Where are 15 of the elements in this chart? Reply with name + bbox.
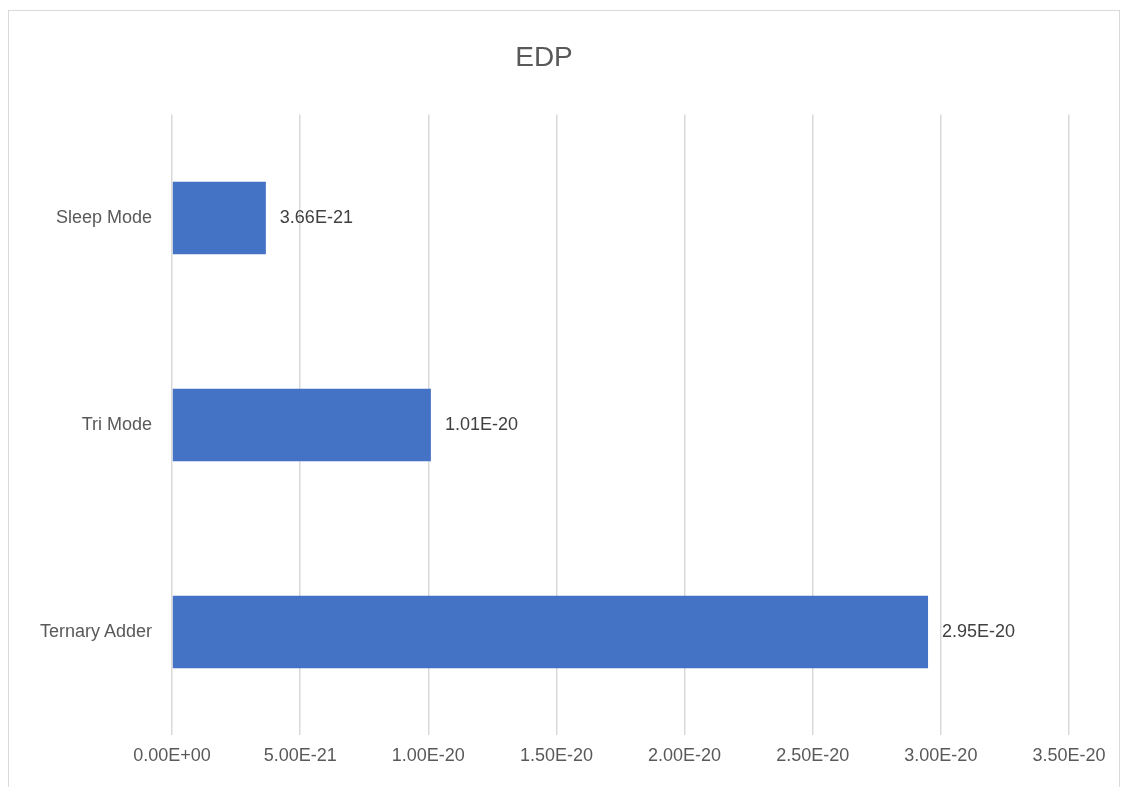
- data-label: 2.95E-20: [942, 620, 1016, 641]
- y-tick-label: Ternary Adder: [39, 620, 153, 641]
- x-tick-label: 2.50E-20: [776, 745, 850, 766]
- x-tick-label: 1.50E-20: [519, 745, 593, 766]
- data-label: 3.66E-21: [279, 207, 353, 228]
- x-tick-label: 3.50E-20: [1032, 745, 1106, 766]
- x-tick-label: 2.00E-20: [648, 745, 722, 766]
- x-tick-label: 1.00E-20: [391, 745, 465, 766]
- chart-title: EDP: [515, 40, 573, 72]
- x-tick-label: 0.00E+00: [133, 745, 211, 766]
- x-tick-label: 5.00E-21: [263, 745, 337, 766]
- x-tick-label: 3.00E-20: [904, 745, 978, 766]
- data-label: 1.01E-20: [444, 413, 518, 434]
- y-tick-label: Sleep Mode: [55, 207, 153, 228]
- y-tick-label: Tri Mode: [81, 413, 153, 434]
